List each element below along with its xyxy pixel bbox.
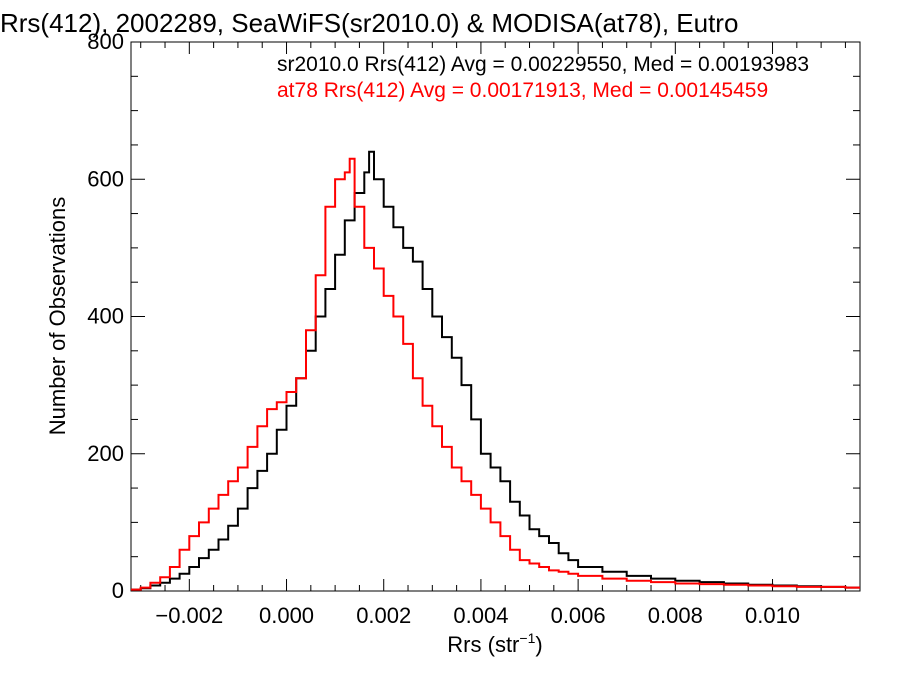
legend: sr2010.0 Rrs(412) Avg = 0.00229550, Med … — [277, 53, 809, 102]
series-line-at78 — [131, 157, 860, 591]
axis-ticks: −0.002 0.000 0.002 0.004 0.006 0.008 0.010 0 200… — [87, 29, 860, 628]
x-tick-label: 0.008 — [648, 603, 703, 628]
series-lines — [131, 150, 860, 591]
x-axis-label-sup: −1 — [519, 630, 535, 646]
x-axis-label-main: Rrs (str — [447, 632, 519, 657]
series-line-sr2010 — [131, 150, 860, 591]
x-tick-label: −0.002 — [155, 603, 223, 628]
x-axis-label-close: ) — [535, 632, 542, 657]
y-tick-label: 0 — [112, 578, 124, 603]
x-tick-label: 0.004 — [453, 603, 508, 628]
y-axis-label: Number of Observations — [45, 197, 70, 435]
y-tick-label: 200 — [87, 441, 124, 466]
legend-entry-sr2010: sr2010.0 Rrs(412) Avg = 0.00229550, Med … — [277, 53, 809, 76]
y-axis-label-text: Number of Observations — [45, 197, 70, 435]
y-tick-label: 400 — [87, 304, 124, 329]
x-tick-label: 0.006 — [551, 603, 606, 628]
x-tick-label: 0.002 — [356, 603, 411, 628]
x-tick-label: 0.010 — [745, 603, 800, 628]
chart-title: Rrs(412), 2002289, SeaWiFS(sr2010.0) & M… — [0, 8, 738, 38]
x-axis-label: Rrs (str−1) — [447, 630, 542, 657]
y-tick-label: 600 — [87, 166, 124, 191]
x-tick-label: 0.000 — [259, 603, 314, 628]
y-tick-label: 800 — [87, 29, 124, 54]
legend-entry-at78: at78 Rrs(412) Avg = 0.00171913, Med = 0.… — [277, 79, 768, 102]
